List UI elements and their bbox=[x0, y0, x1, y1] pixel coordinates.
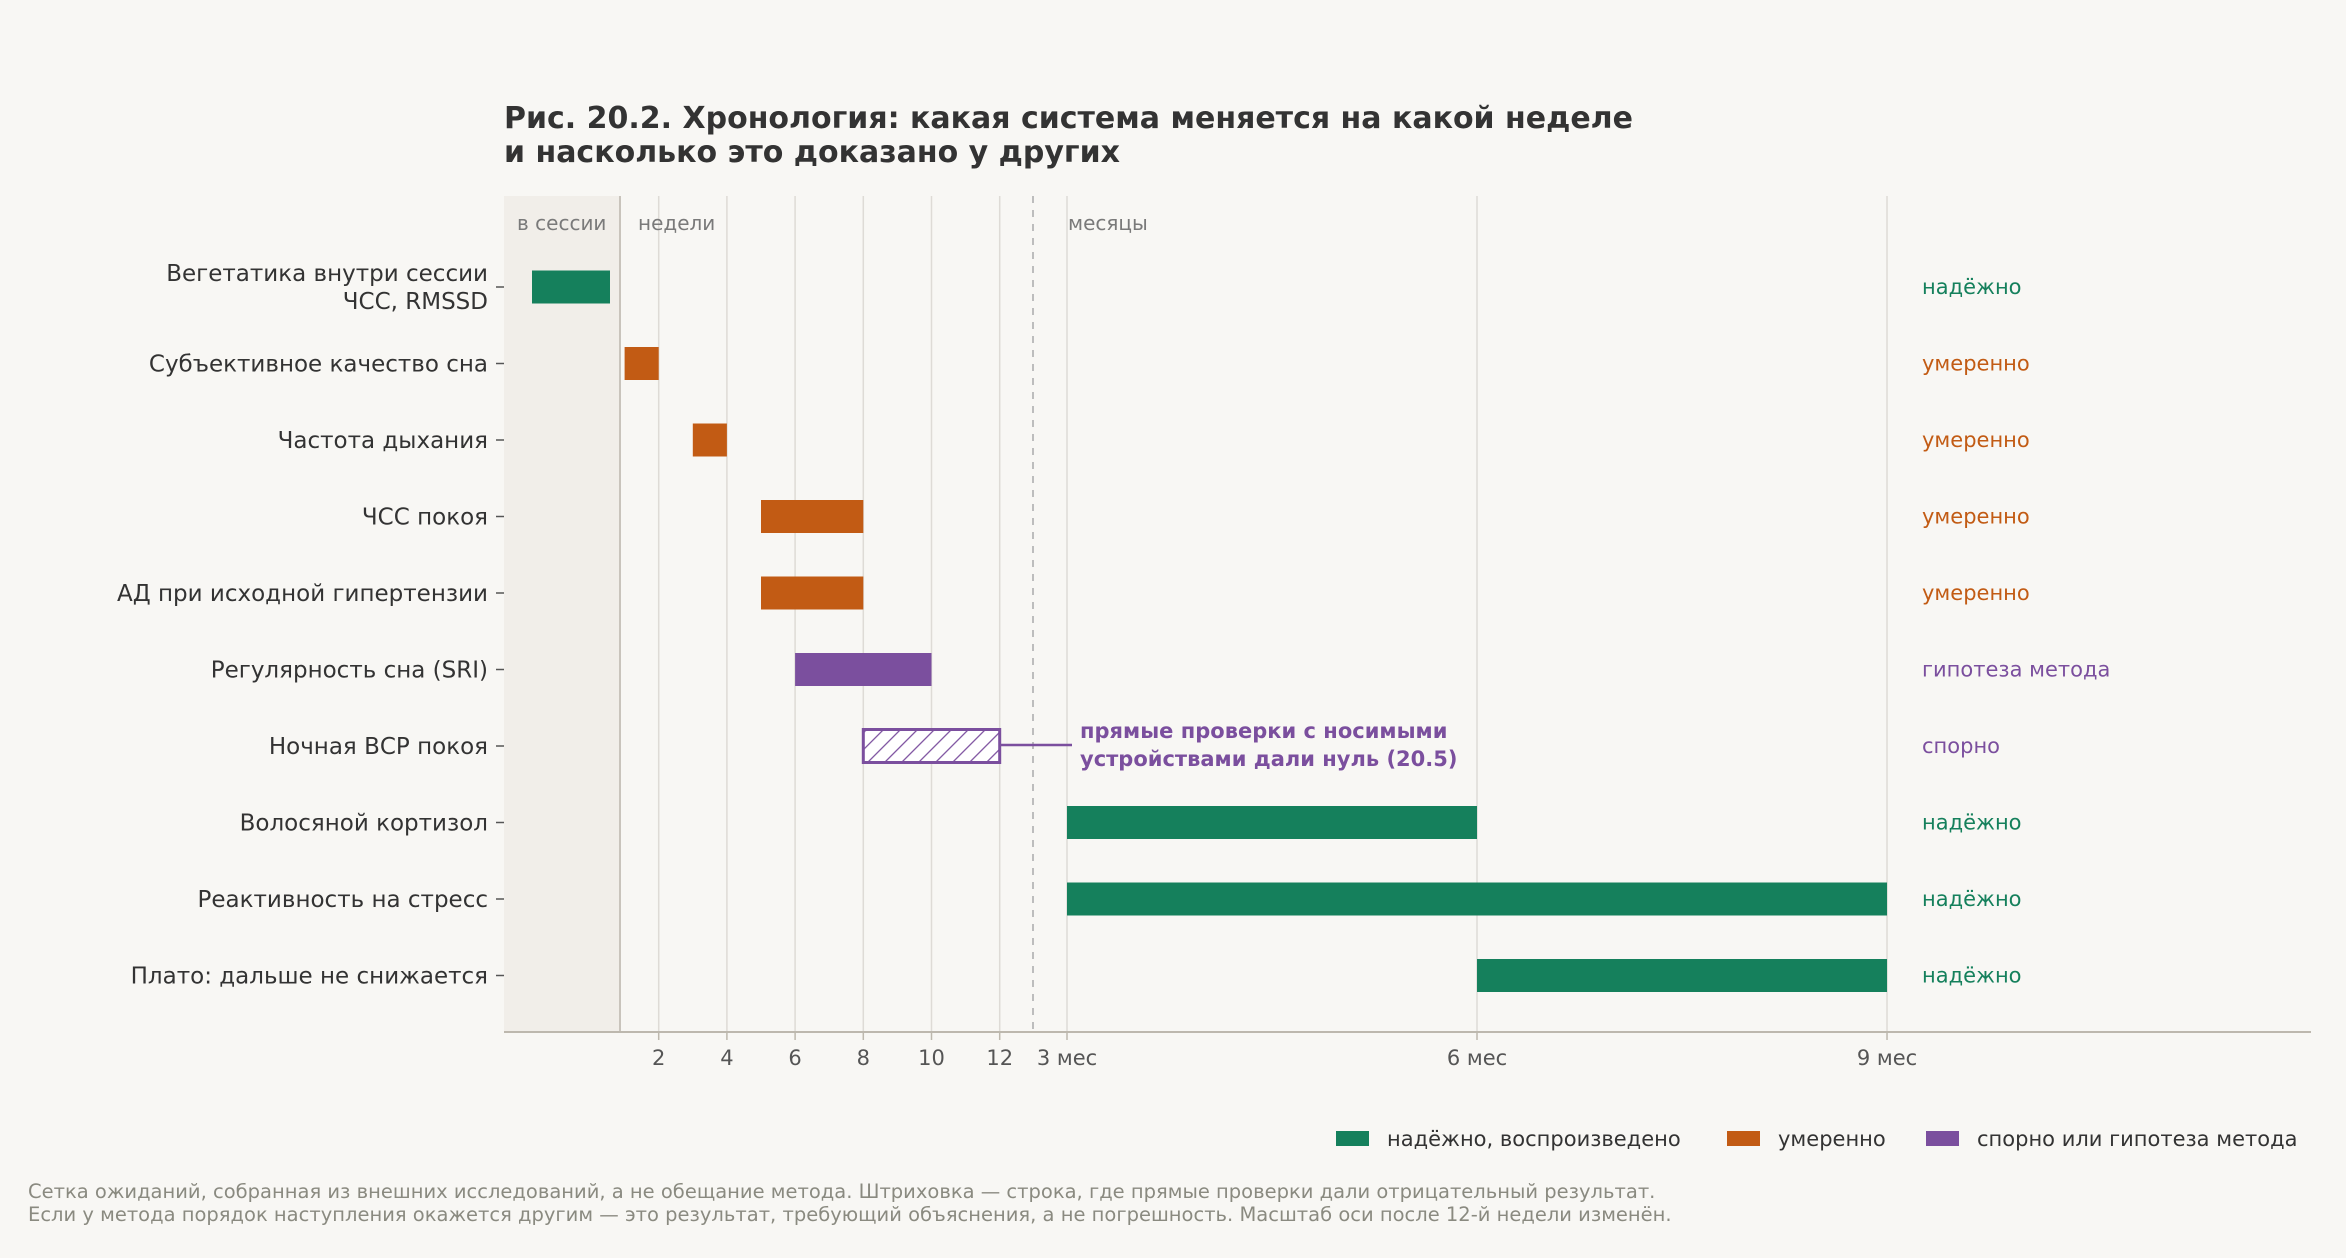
x-tick-label: 2 bbox=[652, 1046, 665, 1070]
row-label: Субъективное качество сна bbox=[149, 352, 488, 378]
chart-row: АД при исходной гипертензии умеренно bbox=[117, 576, 2030, 610]
row-label: Частота дыхания bbox=[278, 428, 488, 454]
row-label: Вегетатика внутри сессии bbox=[166, 261, 488, 287]
row-label: ЧСС покоя bbox=[362, 505, 488, 531]
footnote-line-1: Сетка ожиданий, собранная из внешних исс… bbox=[28, 1180, 1655, 1203]
annotation-line-2: устройствами дали нуль (20.5) bbox=[1080, 747, 1457, 771]
legend-label: спорно или гипотеза метода bbox=[1977, 1127, 2297, 1151]
legend-swatch bbox=[1336, 1131, 1369, 1146]
evidence-label: надёжно bbox=[1922, 275, 2022, 299]
chart-title-line-2: и насколько это доказано у других bbox=[504, 135, 1120, 170]
row-label: Ночная ВСР покоя bbox=[269, 734, 488, 760]
timeline-bar bbox=[1067, 806, 1478, 839]
session-zone-shade bbox=[504, 196, 620, 1032]
legend-item: умеренно bbox=[1727, 1127, 1886, 1151]
x-tick-label: 6 bbox=[788, 1046, 801, 1070]
x-tick-label: 12 bbox=[986, 1046, 1013, 1070]
row-label: Реактивность на стресс bbox=[198, 887, 488, 913]
row-label: Регулярность сна (SRI) bbox=[211, 658, 488, 684]
zone-label-months: месяцы bbox=[1068, 211, 1148, 235]
chart-legend: надёжно, воспроизведено умеренно спорно ил… bbox=[1336, 1127, 2297, 1151]
evidence-label: умеренно bbox=[1922, 352, 2030, 376]
chart-row: Волосяной кортизол надёжно bbox=[240, 806, 2022, 839]
evidence-label: спорно bbox=[1922, 734, 2000, 758]
zone-label-weeks: недели bbox=[638, 211, 715, 235]
timeline-bar-hatched bbox=[861, 728, 1002, 764]
x-axis-ticks: 2 4 6 8 10 12 3 мес 6 мес 9 мес bbox=[652, 1032, 1917, 1070]
chart-row: Частота дыхания умеренно bbox=[278, 423, 2030, 457]
legend-item: спорно или гипотеза метода bbox=[1926, 1127, 2297, 1151]
evidence-label: умеренно bbox=[1922, 428, 2030, 452]
x-tick-label: 8 bbox=[857, 1046, 870, 1070]
row-label: Волосяной кортизол bbox=[240, 811, 488, 837]
zone-label-session: в сессии bbox=[517, 211, 606, 235]
timeline-bar bbox=[692, 423, 727, 457]
legend-swatch bbox=[1926, 1131, 1959, 1146]
chart-row: Регулярность сна (SRI) гипотеза метода bbox=[211, 653, 2110, 686]
row-label: ЧСС, RMSSD bbox=[343, 289, 488, 315]
legend-label: надёжно, воспроизведено bbox=[1387, 1127, 1681, 1151]
chart-row: Плато: дальше не снижается надёжно bbox=[131, 959, 2022, 992]
evidence-label: гипотеза метода bbox=[1922, 658, 2110, 682]
footnote-line-2: Если у метода порядок наступления окажет… bbox=[28, 1203, 1672, 1226]
legend-swatch bbox=[1727, 1131, 1760, 1146]
x-tick-label: 6 мес bbox=[1447, 1046, 1507, 1070]
timeline-bar bbox=[761, 576, 864, 610]
row-label: Плато: дальше не снижается bbox=[131, 964, 488, 990]
chart-row: Реактивность на стресс надёжно bbox=[198, 882, 2022, 916]
evidence-label: надёжно bbox=[1922, 811, 2022, 835]
x-tick-label: 10 bbox=[918, 1046, 945, 1070]
timeline-bar bbox=[624, 347, 659, 380]
evidence-label: надёжно bbox=[1922, 964, 2022, 988]
timeline-bar bbox=[1067, 882, 1888, 916]
x-tick-label: 9 мес bbox=[1857, 1046, 1917, 1070]
chart-row: Ночная ВСР покоя спорно bbox=[269, 728, 2000, 764]
timeline-bar bbox=[532, 270, 610, 304]
timeline-bar bbox=[1477, 959, 1888, 992]
timeline-bar bbox=[795, 653, 932, 686]
x-tick-label: 4 bbox=[720, 1046, 733, 1070]
chart-title-line-1: Рис. 20.2. Хронология: какая система мен… bbox=[504, 101, 1633, 136]
legend-label: умеренно bbox=[1778, 1127, 1886, 1151]
annotation-line-1: прямые проверки с носимыми bbox=[1080, 719, 1447, 743]
evidence-label: умеренно bbox=[1922, 505, 2030, 529]
timeline-bar bbox=[761, 500, 864, 533]
evidence-label: надёжно bbox=[1922, 887, 2022, 911]
x-tick-label: 3 мес bbox=[1037, 1046, 1097, 1070]
evidence-label: умеренно bbox=[1922, 581, 2030, 605]
legend-item: надёжно, воспроизведено bbox=[1336, 1127, 1681, 1151]
row-label: АД при исходной гипертензии bbox=[117, 581, 488, 607]
chart-row: Субъективное качество сна умеренно bbox=[149, 347, 2030, 380]
chart-row: ЧСС покоя умеренно bbox=[362, 500, 2030, 533]
